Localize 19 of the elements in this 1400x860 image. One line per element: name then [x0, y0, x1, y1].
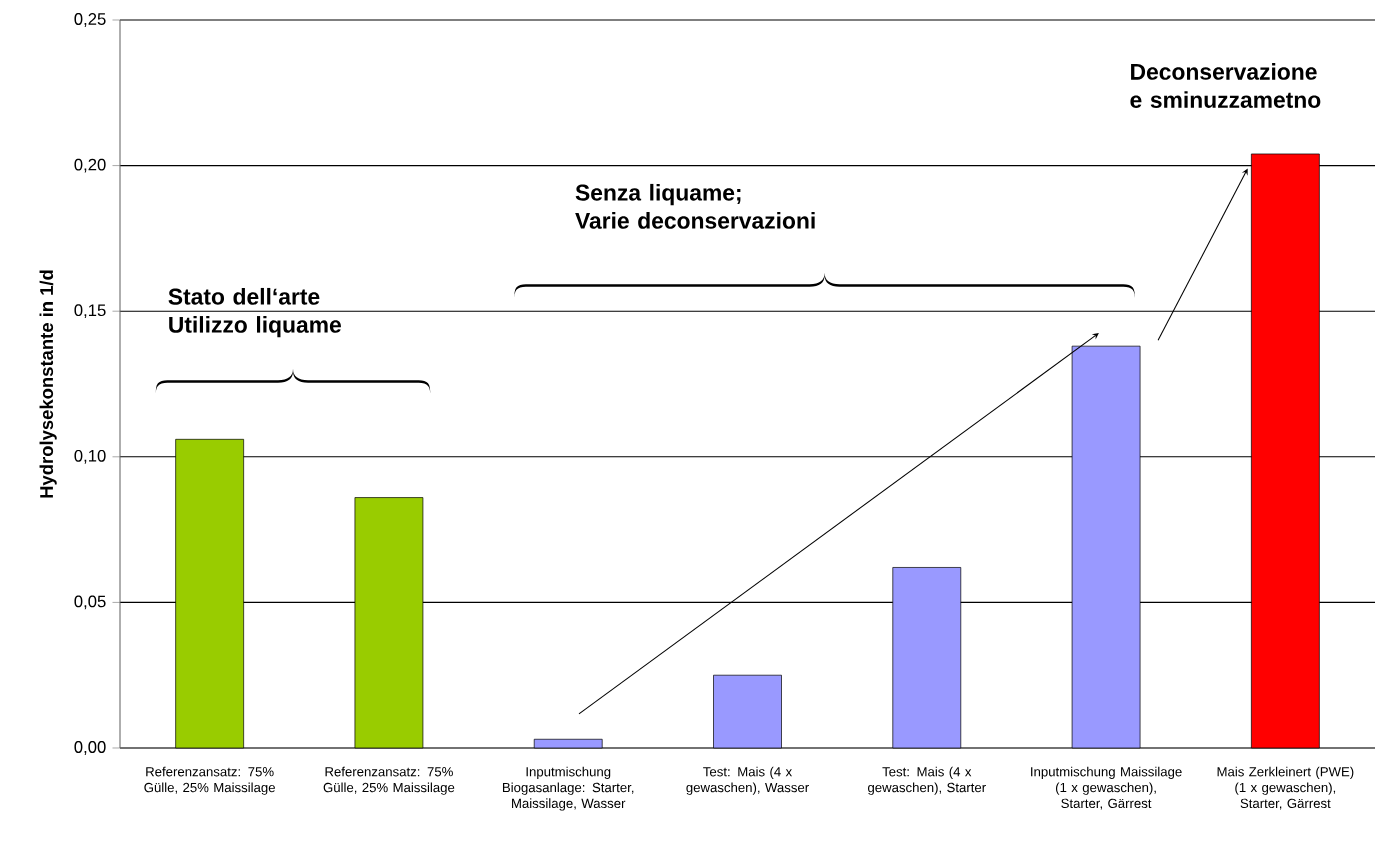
annotation: Stato dell‘arte Utilizzo liquame: [168, 287, 341, 338]
y-tick-label: 0,25: [74, 13, 106, 27]
y-tick-label: 0,05: [74, 595, 106, 610]
y-tick-label: 0,10: [74, 449, 106, 464]
x-tick-label: Inputmischung Biogasanlage: Starter, Maissilage, Wasser: [502, 766, 634, 811]
annotation: Deconservazione e sminuzzametno: [1130, 63, 1321, 108]
y-tick-label: 0,00: [74, 741, 106, 755]
bar: [533, 738, 603, 749]
x-tick-label: Mais Zerkleinert (PWE) (1 x gewaschen), Starter, Gärrest: [1217, 766, 1354, 810]
bar: [713, 674, 782, 749]
x-tick-label: Inputmischung Maissilage (1 x gewaschen), Starter, Gärrest: [1031, 766, 1182, 810]
x-tick-label: Test: Mais (4 x gewaschen), Starter: [868, 766, 986, 795]
y-tick-label: 0,15: [74, 304, 106, 319]
x-tick-label: Referenzansatz: 75% Gülle, 25% Maissilage: [144, 766, 275, 795]
x-tick-label: Test: Mais (4 x gewaschen), Wasser: [686, 766, 809, 795]
annotation: Senza liquame; Varie deconservazioni: [575, 183, 815, 229]
x-tick-label: Referenzansatz: 75% Gülle, 25% Maissilage: [323, 766, 455, 795]
y-tick-label: 0,20: [74, 158, 106, 173]
y-axis-title: Hydrolysekonstante in 1/d: [39, 270, 57, 498]
